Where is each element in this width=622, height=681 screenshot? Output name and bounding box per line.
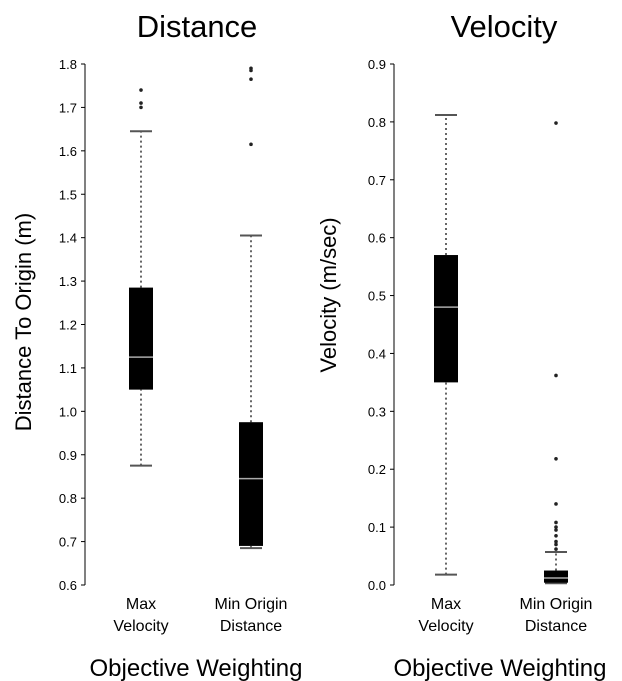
category-label-line: Max: [431, 596, 461, 613]
category-label-line: Max: [126, 596, 156, 613]
y-tick-label: 1.6: [59, 144, 77, 159]
outlier-point: [554, 542, 558, 547]
outlier-point: [554, 547, 558, 551]
outlier-point: [554, 539, 558, 544]
y-tick-label: 1.7: [59, 100, 77, 115]
outlier-point: [249, 77, 253, 81]
y-tick-label: 0.6: [59, 578, 77, 593]
outlier-point: [249, 142, 253, 147]
y-tick-label: 0.7: [368, 173, 386, 188]
iqr-box: [434, 255, 458, 383]
y-axis-label: Velocity (m/sec): [316, 217, 341, 372]
y-tick-label: 1.1: [59, 361, 77, 376]
distance-chart: Distance Distance To Origin (m) 0.60.70.…: [11, 9, 303, 681]
category-label: Min Origin Distance: [520, 596, 593, 635]
y-tick-label: 0.8: [59, 491, 77, 506]
category-label-line: Min Origin: [520, 596, 593, 613]
y-tick-label: 0.5: [368, 289, 386, 304]
iqr-box: [544, 570, 568, 583]
y-tick-label: 0.8: [368, 115, 386, 130]
y-tick-label: 0.9: [59, 448, 77, 463]
velocity-chart: Velocity Velocity (m/sec) 0.00.10.20.30.…: [316, 9, 607, 681]
y-tick-label: 0.4: [368, 346, 386, 361]
outlier-point: [139, 88, 143, 92]
x-axis-label: Objective Weighting: [90, 655, 303, 681]
outlier-point: [139, 101, 143, 105]
y-tick-label: 1.0: [59, 404, 77, 419]
y-tick-label: 0.3: [368, 404, 386, 419]
y-axis-label: Distance To Origin (m): [11, 213, 36, 431]
box-plots: [129, 66, 263, 550]
chart-title: Distance: [137, 9, 258, 44]
outlier-point: [554, 502, 558, 506]
outlier-point: [554, 528, 558, 532]
box-plot: [434, 113, 458, 576]
outlier-point: [249, 66, 253, 71]
y-tick-label: 1.5: [59, 187, 77, 202]
outlier-point: [554, 457, 558, 461]
chart-title: Velocity: [451, 9, 558, 44]
outlier-point: [554, 533, 558, 538]
y-tick-label: 1.2: [59, 318, 77, 333]
y-tick-label: 1.4: [59, 231, 77, 246]
y-axis-ticks: 0.0 0.1 0.2 0.3 0.4 0.5 0.6 0.7 0.8 0.9: [368, 57, 394, 593]
outlier-point: [139, 105, 143, 110]
y-tick-label: 0.1: [368, 520, 386, 535]
category-label-line: Distance: [220, 618, 282, 635]
outlier-point: [554, 373, 558, 378]
y-tick-label: 0.9: [368, 57, 386, 72]
y-tick-label: 0.0: [368, 578, 386, 593]
category-label-line: Min Origin: [215, 596, 288, 613]
y-tick-label: 1.3: [59, 274, 77, 289]
y-tick-label: 0.2: [368, 462, 386, 477]
iqr-box: [129, 287, 153, 390]
category-label-line: Distance: [525, 618, 587, 635]
box-plots: [434, 113, 568, 585]
category-label-line: Velocity: [418, 618, 473, 635]
category-label: Max Velocity: [418, 596, 473, 635]
y-tick-label: 0.7: [59, 535, 77, 550]
y-axis-ticks: 0.6 0.7 0.8 0.9 1.0 1.1 1.2 1.3 1.4 1.5 1.6 1.7 1.8: [59, 57, 85, 593]
box-plot: [129, 88, 153, 467]
y-tick-label: 0.6: [368, 231, 386, 246]
outlier-point: [554, 520, 558, 525]
outlier-point: [554, 525, 558, 529]
box-plot: [239, 66, 263, 550]
category-label-line: Velocity: [113, 618, 168, 635]
iqr-box: [239, 422, 263, 546]
category-label: Min Origin Distance: [215, 596, 288, 635]
box-plot: [544, 121, 568, 585]
x-axis-label: Objective Weighting: [394, 655, 607, 681]
y-tick-label: 1.8: [59, 57, 77, 72]
outlier-point: [554, 121, 558, 125]
category-label: Max Velocity: [113, 596, 168, 635]
